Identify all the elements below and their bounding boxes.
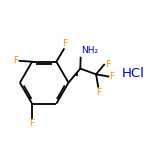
Text: NH₂: NH₂: [81, 46, 99, 55]
Text: F: F: [109, 72, 114, 81]
Text: F: F: [62, 39, 67, 48]
Text: F: F: [105, 60, 110, 69]
Text: HCl: HCl: [122, 67, 145, 80]
Text: F: F: [14, 56, 19, 65]
Text: F: F: [96, 88, 101, 97]
Text: F: F: [29, 119, 35, 128]
